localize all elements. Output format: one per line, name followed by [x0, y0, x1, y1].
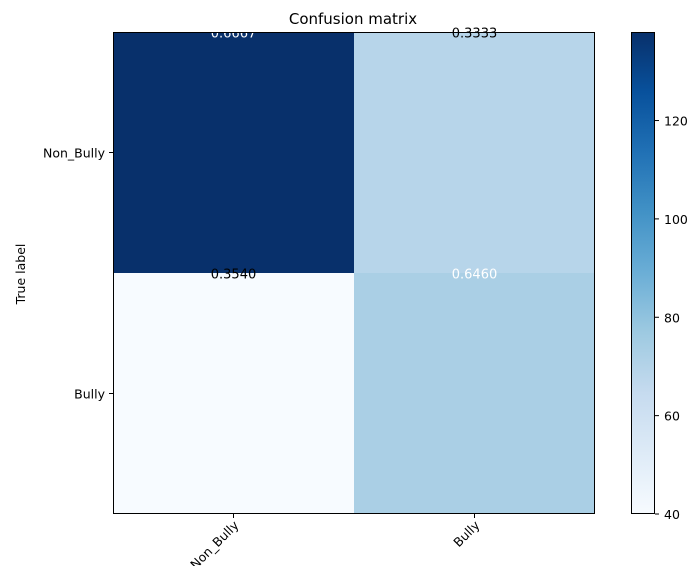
- matrix-cell-labels: 0.6667 0.3333 0.3540 0.6460: [211, 27, 498, 283]
- matrix-cell: [354, 273, 595, 514]
- matrix-cell: [113, 32, 354, 273]
- colorbar-tick-label: 80: [664, 310, 680, 325]
- cell-value-label: 0.6460: [452, 268, 498, 283]
- x-tick-label: Bully: [450, 517, 483, 550]
- colorbar-ticks: 40 60 80 100 120: [655, 114, 688, 522]
- x-tick-label: Non_Bully: [187, 517, 242, 566]
- colorbar-tick-label: 100: [664, 212, 688, 227]
- x-axis-ticks: Non_Bully Bully: [187, 514, 483, 566]
- colorbar-frame: [631, 32, 655, 514]
- chart-title: Confusion matrix: [289, 10, 417, 28]
- cell-value-label: 0.3333: [452, 27, 498, 42]
- colorbar-tick-label: 120: [664, 114, 688, 129]
- matrix-cell: [113, 273, 354, 514]
- cell-value-label: 0.6667: [211, 27, 257, 42]
- cell-value-label: 0.3540: [211, 268, 257, 283]
- y-axis-label: True label: [13, 244, 28, 306]
- y-axis-ticks: Non_Bully Bully: [43, 146, 113, 402]
- colorbar: [631, 32, 655, 514]
- matrix-cells: [113, 32, 595, 514]
- plot-frame: [113, 32, 595, 514]
- y-tick-label: Non_Bully: [43, 146, 106, 161]
- colorbar-tick-label: 60: [664, 409, 680, 424]
- y-tick-label: Bully: [74, 387, 105, 402]
- colorbar-tick-label: 40: [664, 507, 680, 522]
- matrix-cell: [354, 32, 595, 273]
